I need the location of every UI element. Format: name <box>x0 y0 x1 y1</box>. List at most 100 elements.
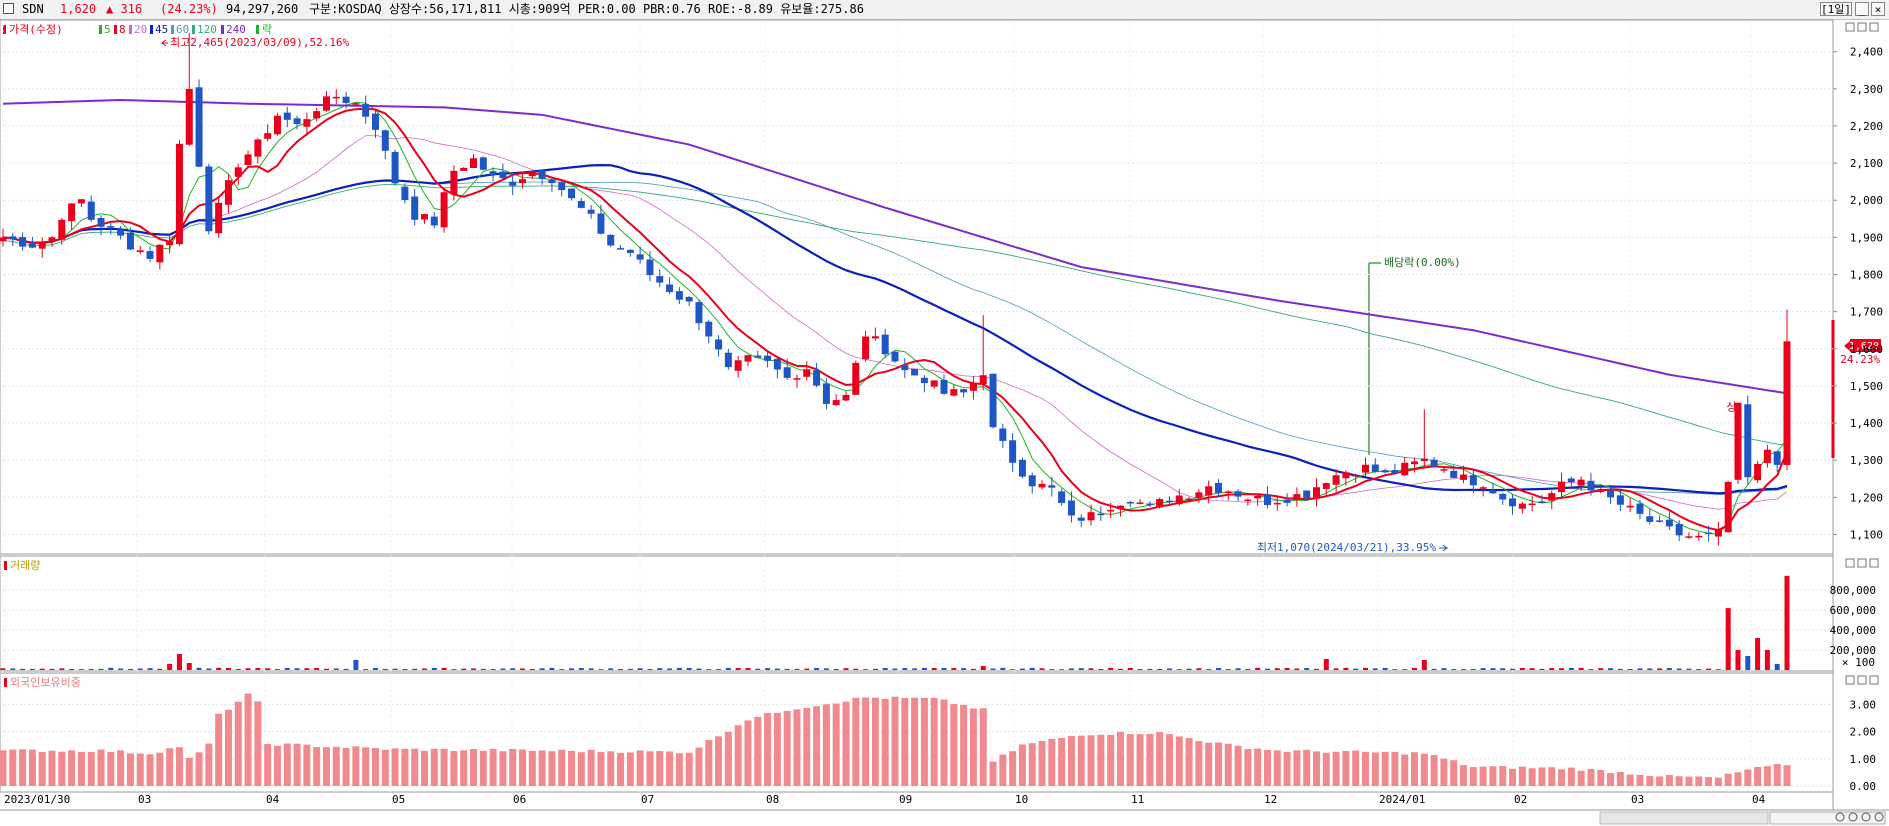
foreign-ratio-bar <box>901 698 909 786</box>
current-price-tag: 1,620 24.23% <box>1831 320 1881 458</box>
foreign-ratio-bar <box>1283 751 1291 786</box>
foreign-ratio-bar <box>1087 735 1095 786</box>
ma8-line <box>2 107 1788 532</box>
foreign-ratio-bar <box>1244 748 1252 786</box>
legend-ma20: 20 <box>134 23 147 36</box>
candle-body <box>1048 485 1056 488</box>
foreign-ratio-bar <box>58 751 66 786</box>
volume-bar <box>490 668 496 670</box>
candle-body <box>1656 520 1664 522</box>
volume-bar <box>578 668 584 670</box>
foreign-ratio-bar <box>450 750 458 786</box>
foreign-ratio-bar <box>1214 742 1222 786</box>
volume-bar <box>676 667 682 670</box>
volume-bar <box>1568 667 1574 670</box>
foreign-ratio-bar <box>303 744 311 786</box>
foreign-ratio-bar <box>175 747 183 786</box>
foreign-ratio-bar <box>1067 736 1075 786</box>
candle-body <box>68 203 76 222</box>
price-tick-label: 1,500 <box>1850 380 1883 393</box>
x-tick-label: 2024/01 <box>1379 793 1425 806</box>
volume-tick-label: 800,000 <box>1830 584 1876 597</box>
volume-bar <box>255 668 261 670</box>
zoom-controls[interactable] <box>1835 812 1884 822</box>
foreign-ratio-bar <box>371 747 379 786</box>
ma5-line <box>2 101 1788 535</box>
candle-body <box>215 202 223 234</box>
price-tick-label: 2,400 <box>1850 46 1883 59</box>
volume-bar <box>314 667 320 670</box>
foreign-ratio-bar <box>1273 750 1281 786</box>
x-tick-label: 10 <box>1015 793 1028 806</box>
candle-body <box>1087 512 1095 521</box>
minimize-button[interactable]: _ <box>1855 2 1869 16</box>
volume-bar <box>1510 668 1516 670</box>
volume-bar <box>1421 660 1427 670</box>
info-bar: SDN 1,620 ▲ 316 (24.23%) 94,297,260 구분:K… <box>0 0 1889 20</box>
foreign-ratio-bar <box>597 752 605 786</box>
foreign-ratio-bar <box>332 746 340 786</box>
foreign-ratio-bar <box>19 749 27 786</box>
price-tick-label: 2,000 <box>1850 194 1883 207</box>
upper-limit-marker: 상 <box>1725 401 1738 412</box>
candle-body <box>313 111 321 119</box>
candle-body <box>48 237 56 241</box>
volume-tick-label: 400,000 <box>1830 624 1876 637</box>
volume-bar <box>1519 667 1525 670</box>
legend-ma45: 45 <box>155 23 168 36</box>
candle-body <box>1773 451 1781 465</box>
foreign-ratio-bar <box>1254 748 1262 786</box>
candle-body <box>1107 509 1115 512</box>
price-tick-label: 1,600 <box>1850 343 1883 356</box>
volume-bar <box>1715 669 1721 670</box>
foreign-ratio-bar <box>568 750 576 786</box>
volume-bar <box>1353 668 1359 670</box>
candle-body <box>1156 499 1164 508</box>
foreign-ratio-bar <box>1205 742 1213 786</box>
candle-body <box>1254 495 1262 499</box>
candle-body <box>205 166 213 232</box>
zoom-reset-icon <box>1861 812 1871 822</box>
volume-bar <box>1431 668 1437 670</box>
volume-bar <box>696 668 702 670</box>
candle-body <box>695 302 703 324</box>
volume-bar <box>176 654 182 670</box>
chart-checkbox[interactable] <box>3 3 14 14</box>
candle-body <box>920 377 928 384</box>
volume-bar <box>1441 668 1447 670</box>
foreign-ratio-bar <box>1705 777 1713 786</box>
foreign-ratio-bar <box>1175 736 1183 786</box>
price-tick-label: 2,300 <box>1850 83 1883 96</box>
low-annotation: 최저1,070(2024/03/21),33.95% <box>1257 541 1437 554</box>
foreign-ratio-bar <box>1538 767 1546 786</box>
foreign-ratio-bar <box>930 697 938 786</box>
volume-bar <box>245 668 251 670</box>
foreign-ratio-bar <box>969 708 977 786</box>
scroll-track[interactable] <box>1599 811 1769 825</box>
current-price-label: 1,620 <box>1849 341 1879 352</box>
volume-bar <box>1215 667 1221 670</box>
foreign-ratio-bar <box>322 747 330 786</box>
close-button[interactable]: × <box>1871 2 1885 16</box>
foreign-ratio-bar <box>1607 773 1615 786</box>
candle-body <box>656 276 664 283</box>
candle-body <box>862 336 870 360</box>
foreign-ratio-bar <box>1028 743 1036 786</box>
foreign-ratio-bar <box>342 747 350 786</box>
foreign-ratio-bar <box>68 750 76 786</box>
volume-bar <box>539 668 545 670</box>
volume-bar <box>39 668 45 670</box>
foreign-ratio-bar <box>617 752 625 786</box>
volume-bar <box>1127 667 1133 670</box>
volume-bar <box>1647 668 1653 670</box>
foreign-ratio-bar <box>1577 770 1585 786</box>
volume-bar <box>549 667 555 670</box>
foreign-ratio-bar <box>146 754 154 786</box>
period-button[interactable]: [1일] <box>1820 2 1852 16</box>
x-tick-label: 02 <box>1514 793 1527 806</box>
volume-bar <box>1039 668 1045 670</box>
foreign-ratio-bar <box>352 746 360 786</box>
volume-bar <box>559 669 565 670</box>
candle-body <box>734 360 742 371</box>
candle-body <box>136 250 144 253</box>
